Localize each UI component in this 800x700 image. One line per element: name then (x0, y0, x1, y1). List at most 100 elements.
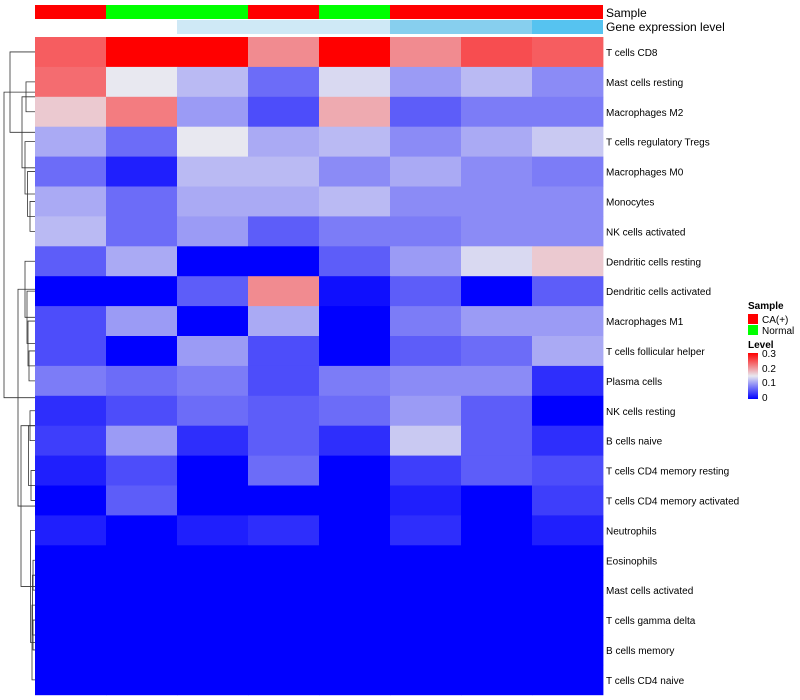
heatmap-cell (390, 126, 462, 157)
row-label: Plasma cells (606, 377, 662, 388)
heatmap-cell (461, 37, 533, 68)
heatmap-cell (532, 605, 604, 636)
row-label: Neutrophils (606, 526, 657, 537)
row-label: NK cells activated (606, 227, 685, 238)
heatmap-cell (532, 126, 604, 157)
heatmap-cell (35, 605, 107, 636)
heatmap-cell (248, 485, 320, 516)
heatmap-cell (248, 395, 320, 427)
heatmap-cell (106, 156, 178, 187)
heatmap-cell (532, 365, 604, 397)
heatmap-cell (532, 246, 604, 277)
heatmap-cell (319, 186, 391, 217)
heatmap-cell (461, 66, 533, 98)
heatmap-cell (532, 66, 604, 98)
heatmap-cell (461, 575, 533, 606)
row-label: Dendritic cells resting (606, 257, 701, 268)
expression-annotation-cell (35, 20, 106, 34)
heatmap-cell (106, 276, 178, 307)
heatmap-cell (35, 186, 107, 217)
heatmap-cell (35, 126, 107, 157)
heatmap-cell (177, 455, 249, 486)
heatmap-cell (319, 156, 391, 187)
row-label: T cells regulatory Tregs (606, 138, 710, 149)
heatmap-cell (106, 545, 178, 576)
heatmap-cell (461, 395, 533, 427)
heatmap-cell (532, 276, 604, 307)
expression-annotation-bar (35, 20, 603, 34)
heatmap-cell (532, 306, 604, 337)
heatmap-cell (35, 545, 107, 576)
heatmap-cell (390, 575, 462, 606)
row-dendrogram (3, 51, 35, 681)
row-label: Macrophages M0 (606, 168, 684, 179)
heatmap-cell (248, 635, 320, 666)
heatmap-cell (319, 395, 391, 427)
heatmap-cell (177, 246, 249, 277)
legend: Sample CA(+) Normal Level 0.3 0.2 0.1 0 (748, 301, 794, 404)
heatmap-cell (177, 515, 249, 546)
dendrogram-branch (28, 425, 35, 486)
heatmap-cell (461, 186, 533, 217)
row-labels: T cells CD8 Mast cells resting Macrophages… (606, 48, 739, 687)
heatmap-cell (532, 664, 604, 696)
heatmap-cell (390, 306, 462, 337)
heatmap-cell (532, 485, 604, 516)
heatmap-cell (319, 96, 391, 128)
heatmap-cell (106, 425, 178, 456)
heatmap-cell (177, 485, 249, 516)
heatmap-cell (390, 96, 462, 128)
sample-annotation-cell (319, 5, 390, 19)
row-label: T cells gamma delta (606, 616, 696, 627)
heatmap-cell (106, 336, 178, 367)
heatmap-cell (35, 246, 107, 277)
expression-annotation-cell (248, 20, 319, 34)
sample-annotation-cell (532, 5, 603, 19)
level-legend-title: Level (748, 340, 774, 351)
heatmap-cell (461, 485, 533, 516)
heatmap-cell (248, 306, 320, 337)
heatmap-cell (248, 545, 320, 576)
heatmap-cell (319, 216, 391, 247)
heatmap-cell (390, 425, 462, 456)
row-label: B cells naive (606, 437, 663, 448)
heatmap-cell (177, 425, 249, 456)
heatmap-cell (461, 455, 533, 486)
heatmap-cell (35, 336, 107, 367)
heatmap-cell (319, 515, 391, 546)
heatmap-cell (390, 515, 462, 546)
heatmap-cell (177, 545, 249, 576)
heatmap-cell (35, 156, 107, 187)
heatmap-cell (248, 37, 320, 68)
heatmap-cell (106, 216, 178, 247)
heatmap-cell (461, 306, 533, 337)
level-tick-0: 0 (762, 393, 768, 404)
heatmap-cell (532, 545, 604, 576)
heatmap-cell (390, 246, 462, 277)
heatmap-cell (461, 336, 533, 367)
heatmap-cell (319, 485, 391, 516)
heatmap-cell (532, 575, 604, 606)
heatmap-cell (319, 545, 391, 576)
heatmap-cell (35, 635, 107, 666)
heatmap-cell (390, 276, 462, 307)
row-label: Dendritic cells activated (606, 287, 711, 298)
heatmap-cell (106, 515, 178, 546)
heatmap-cell (461, 664, 533, 696)
heatmap-cell (35, 664, 107, 696)
heatmap-cell (177, 186, 249, 217)
heatmap-cell (248, 246, 320, 277)
heatmap-cell (106, 395, 178, 427)
heatmap-cell (106, 365, 178, 397)
heatmap-cell (177, 66, 249, 98)
heatmap-cell (461, 246, 533, 277)
heatmap-cell (319, 664, 391, 696)
level-tick-0.2: 0.2 (762, 364, 776, 375)
legend-label-ca: CA(+) (762, 315, 788, 326)
heatmap-cell (532, 515, 604, 546)
row-label: T cells follicular helper (606, 347, 705, 358)
sample-annotation-bar (35, 5, 603, 19)
row-label: Macrophages M2 (606, 108, 684, 119)
heatmap-cell (390, 395, 462, 427)
heatmap-cell (461, 635, 533, 666)
